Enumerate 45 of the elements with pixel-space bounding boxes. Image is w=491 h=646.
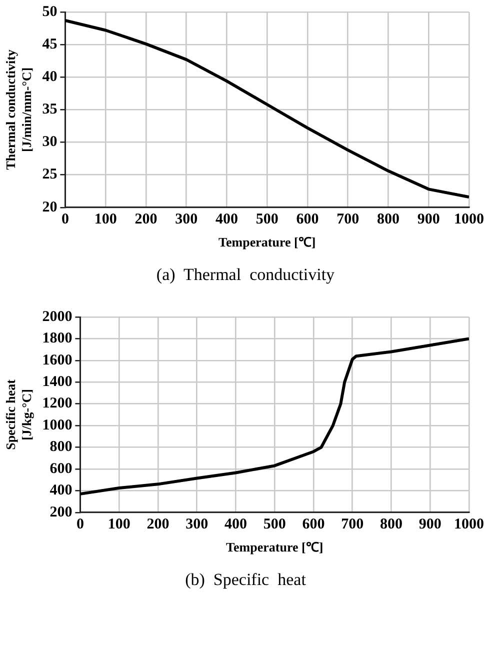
x-tick-label: 200 [146,516,170,532]
x-tick-label: 100 [94,211,117,228]
x-tick-label: 1000 [454,516,484,532]
x-tick-label: 800 [376,211,400,228]
y-tick-label: 20 [42,199,58,216]
x-tick-label: 800 [380,516,402,532]
y-tick-label: 1400 [42,374,72,390]
y-tick-label: 1000 [42,417,72,434]
y-tick-label: 1800 [42,330,72,347]
y-tick-label: 1200 [42,396,72,412]
x-tick-label: 200 [134,211,158,228]
y-tick-label: 200 [50,504,72,520]
x-tick-label: 300 [186,516,208,532]
y-axis-title: Thermal conductivity [J/min/mm-°C] [3,49,34,170]
x-axis-title: Temperature [℃] [218,234,316,250]
x-tick-label: 700 [341,516,364,532]
y-tick-label: 600 [50,460,72,477]
x-tick-label: 900 [417,211,440,228]
x-tick-label: 400 [215,211,238,228]
x-tick-label: 0 [76,516,84,532]
x-tick-label: 0 [61,211,69,228]
text: (a) Thermal conductivity [155,265,336,285]
x-tick-label: 1000 [454,211,484,228]
y-tick-label: 35 [42,102,58,118]
x-tick-label: 700 [336,211,360,228]
y-tick-label: 25 [42,166,58,183]
y-tick-label: 400 [50,482,72,499]
x-tick-label: 100 [108,516,130,532]
y-axis-title: Specific heat [J/kg-°C] [3,378,34,450]
x-tick-label: 300 [175,211,198,228]
x-tick-label: 500 [256,211,278,228]
x-axis-title: Temperature [℃] [226,540,324,555]
x-tick-label: 900 [418,516,442,532]
x-tick-label: 500 [263,516,286,532]
y-tick-label: 50 [42,4,58,20]
y-tick-label: 800 [50,439,72,456]
x-tick-label: 600 [302,516,325,532]
y-tick-label: 45 [42,36,58,52]
y-tick-label: 2000 [42,308,72,325]
text: (b) Specific heat [184,570,307,590]
x-tick-label: 400 [224,516,247,532]
y-tick-label: 1600 [42,352,72,368]
x-tick-label: 600 [296,211,319,228]
y-tick-label: 30 [42,134,58,150]
y-tick-label: 40 [42,69,58,86]
